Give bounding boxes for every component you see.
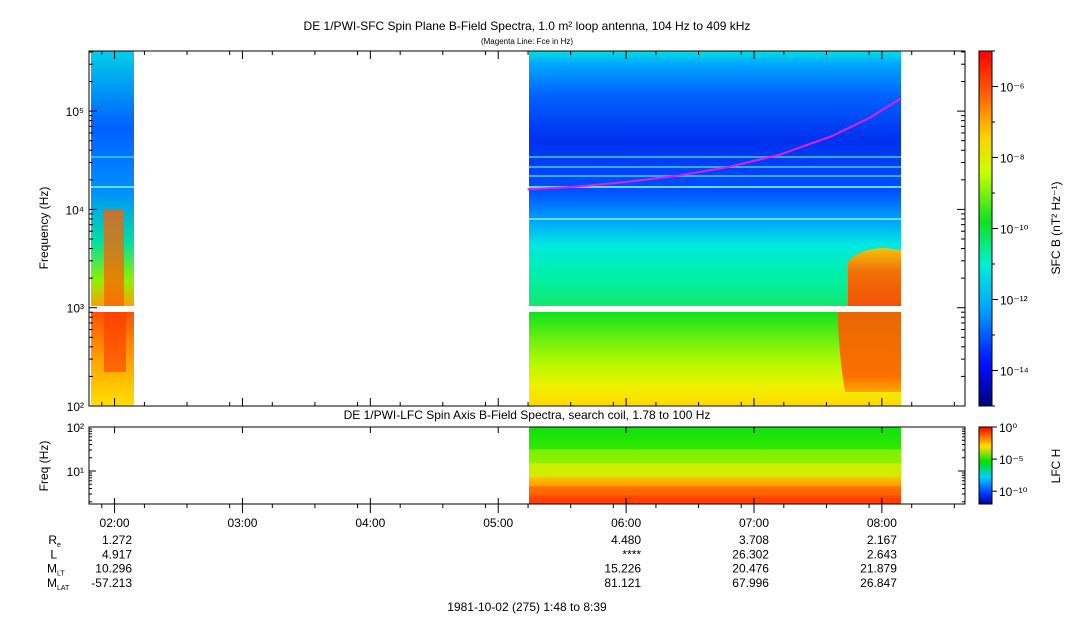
lfc-y-tick-label: 10² — [67, 421, 84, 435]
sfc-y-tick-label: 10³ — [67, 302, 84, 316]
ephemeris-value: 67.996 — [732, 576, 769, 590]
ephemeris-value: 26.847 — [860, 576, 897, 590]
ephemeris-value: 21.879 — [860, 562, 897, 576]
lfc-colorbar-tick-label: 10⁻¹⁰ — [999, 485, 1028, 499]
sfc-left-burst — [104, 210, 124, 306]
sfc-y-axis: 10² 10³ 10⁴ 10⁵ — [65, 51, 965, 414]
sfc-y-tick-label: 10⁴ — [65, 203, 84, 217]
lfc-colorbar-ticks: 10⁻¹⁰ 10⁻⁵ 10⁰ — [992, 421, 1028, 499]
sfc-plot-frame — [88, 50, 966, 407]
sfc-colorbar-tick-label: 10⁻⁸ — [1000, 152, 1025, 166]
ephemeris-value: 4.917 — [102, 547, 132, 561]
ephemeris-value: 20.476 — [732, 562, 769, 576]
ephemeris-value: 3.708 — [739, 533, 769, 547]
lfc-y-axis: 10¹ 10² — [67, 421, 965, 503]
lfc-colorbar-tick-label: 10⁰ — [999, 421, 1017, 435]
ephemeris-row-label: M — [47, 562, 57, 576]
fce-line — [527, 97, 902, 191]
time-axis: 02:00 03:00 04:00 05:00 06:00 07:00 08:00 — [100, 51, 955, 530]
sfc-interference-lines — [91, 156, 901, 220]
sfc-colorbar-tick-label: 10⁻¹⁰ — [1000, 223, 1029, 237]
lfc-colorbar-tick-label: 10⁻⁵ — [999, 453, 1024, 467]
ephemeris-value: 10.296 — [95, 562, 132, 576]
sfc-colorbar: 10⁻¹⁴ 10⁻¹² 10⁻¹⁰ 10⁻⁸ 10⁻⁶ SFC B (nT² Hz⁻¹) — [978, 50, 1063, 407]
ephemeris-row-label-sub: LAT — [57, 585, 70, 592]
lfc-right-segment — [529, 427, 901, 504]
ephemeris-row-label-sub: e — [57, 542, 61, 549]
time-tick-label: 05:00 — [483, 516, 513, 530]
ephemeris-value: 26.302 — [732, 547, 769, 561]
ephemeris-value: 1.272 — [102, 533, 132, 547]
time-tick-label: 08:00 — [867, 516, 897, 530]
lfc-colorbar: 10⁻¹⁰ 10⁻⁵ 10⁰ LFC H — [978, 421, 1063, 505]
top-chart-title: DE 1/PWI-SFC Spin Plane B-Field Spectra,… — [304, 19, 751, 33]
lfc-y-axis-label: Freq (Hz) — [37, 441, 51, 492]
sfc-gap — [89, 306, 965, 312]
lfc-y-tick-label: 10¹ — [67, 465, 84, 479]
ephemeris-value: 4.480 — [611, 533, 641, 547]
sfc-spectrogram: 10² 10³ 10⁴ 10⁵ Frequency (Hz) — [37, 50, 966, 414]
ephemeris-row-label: L — [50, 547, 57, 561]
time-tick-label: 04:00 — [355, 516, 385, 530]
sfc-colorbar-tick-label: 10⁻¹⁴ — [1000, 365, 1029, 379]
sfc-colorbar-scale — [978, 50, 993, 407]
sfc-right-segment-high — [529, 51, 901, 306]
ephemeris-value: 2.643 — [867, 547, 897, 561]
time-tick-label: 07:00 — [739, 516, 769, 530]
time-tick-label: 02:00 — [100, 516, 130, 530]
ephemeris-value: 2.167 — [867, 533, 897, 547]
bottom-chart-title: DE 1/PWI-LFC Spin Axis B-Field Spectra, … — [344, 408, 711, 422]
lfc-spectrogram: 10¹ 10² Freq (Hz) — [37, 421, 966, 505]
time-tick-label: 03:00 — [227, 516, 257, 530]
ephemeris-row-label: R — [48, 533, 57, 547]
time-range-footer: 1981-10-02 (275) 1:48 to 8:39 — [447, 600, 607, 614]
sfc-colorbar-label: SFC B (nT² Hz⁻¹) — [1049, 182, 1063, 275]
sfc-y-axis-label: Frequency (Hz) — [37, 187, 51, 270]
sfc-y-tick-label: 10⁵ — [66, 105, 84, 119]
ephemeris-value: 81.121 — [604, 576, 641, 590]
ephemeris-row-label-sub: LT — [57, 571, 65, 578]
sfc-colorbar-ticks: 10⁻¹⁴ 10⁻¹² 10⁻¹⁰ 10⁻⁸ 10⁻⁶ — [992, 50, 1029, 407]
lfc-plot-frame — [88, 426, 966, 505]
time-tick-label: 06:00 — [611, 516, 641, 530]
sfc-y-tick-label: 10² — [67, 400, 84, 414]
sfc-late-burst-low — [838, 312, 901, 392]
ephemeris-value: 15.226 — [604, 562, 641, 576]
lfc-colorbar-label: LFC H — [1049, 449, 1063, 484]
sfc-left-burst-low — [104, 312, 126, 372]
lfc-colorbar-scale — [978, 426, 993, 505]
ephemeris-value: **** — [622, 547, 641, 561]
ephemeris-value: -57.213 — [91, 576, 132, 590]
ephemeris-row-label: M — [47, 576, 57, 590]
fce-curve-group — [527, 97, 902, 191]
sfc-colorbar-tick-label: 10⁻⁶ — [1000, 81, 1025, 95]
top-chart-subtitle: (Magenta Line: Fce in Hz) — [481, 37, 573, 46]
sfc-colorbar-tick-label: 10⁻¹² — [1000, 294, 1028, 308]
sfc-late-burst — [848, 248, 901, 306]
